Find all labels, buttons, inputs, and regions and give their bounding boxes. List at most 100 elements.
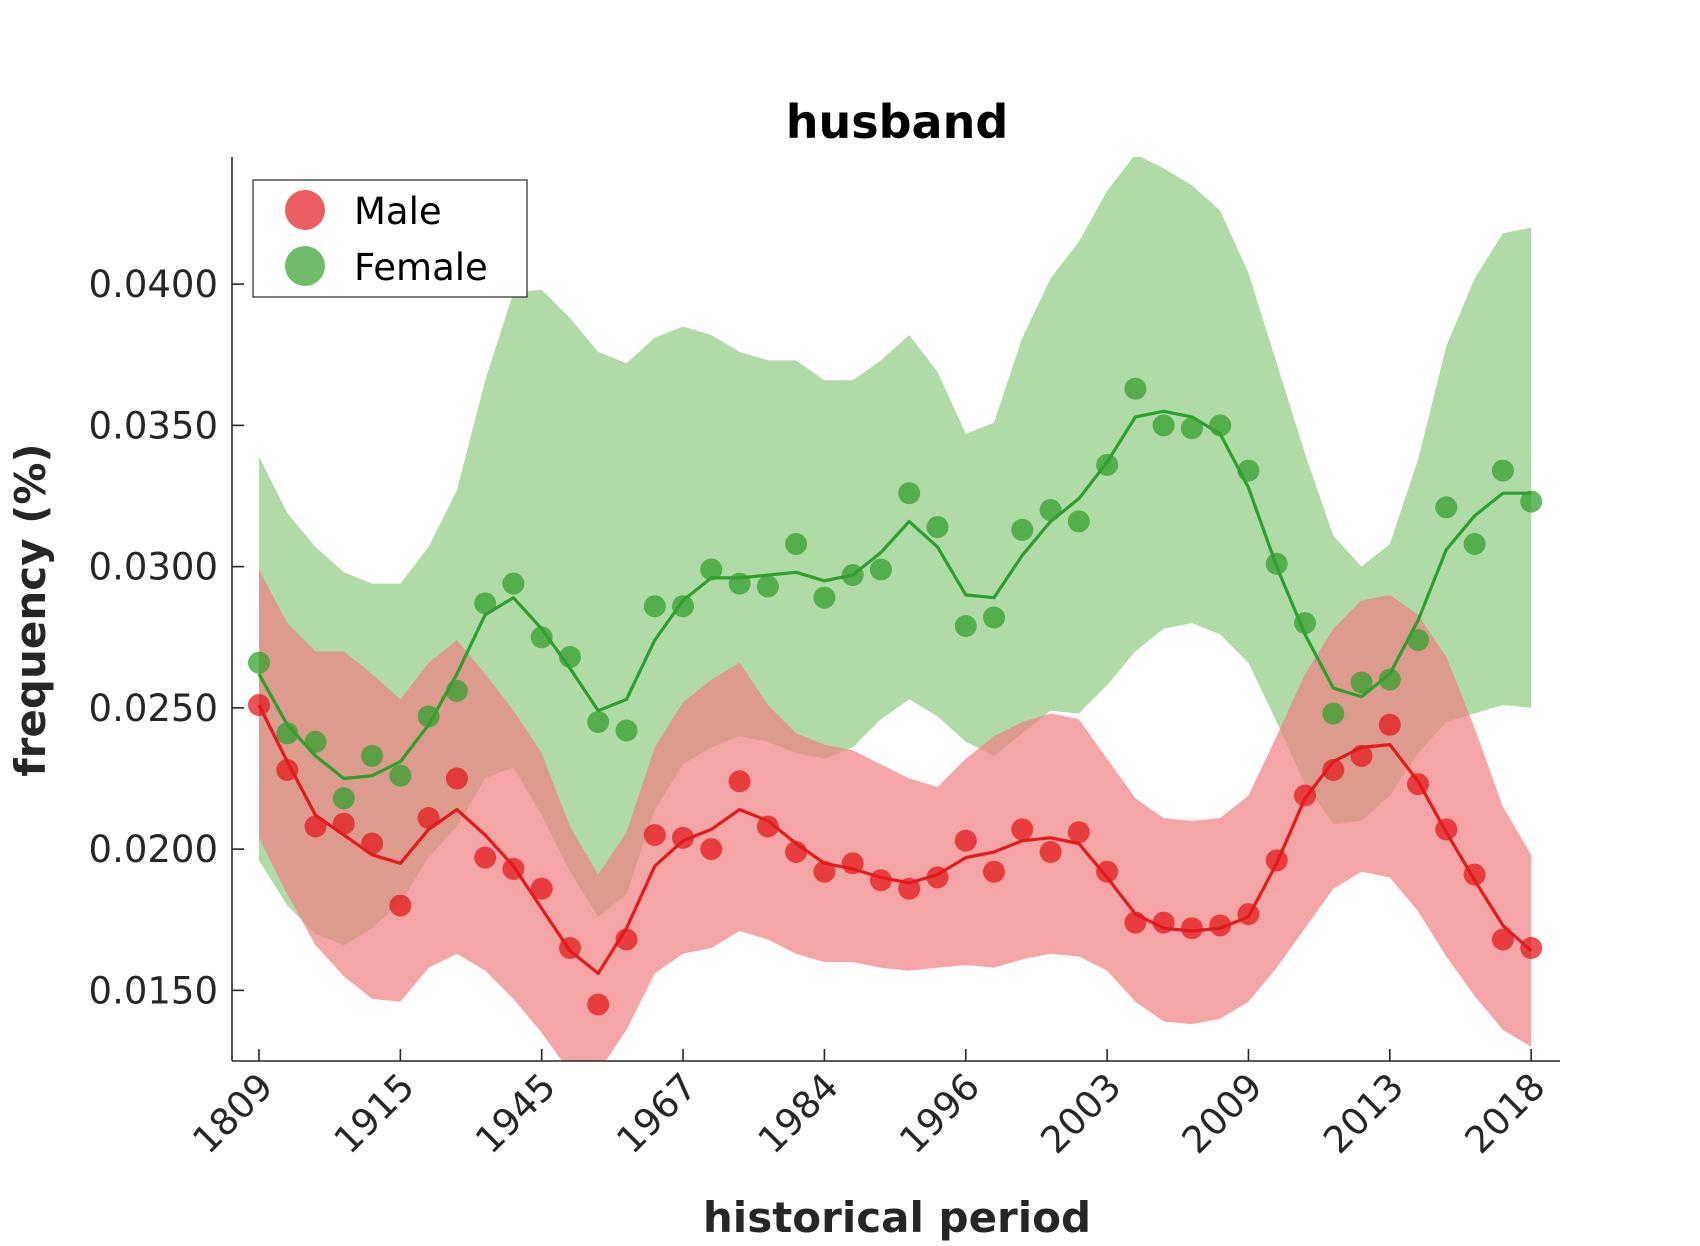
male-data-point xyxy=(756,815,779,838)
x-axis-label: historical period xyxy=(703,1193,1091,1242)
female-data-point xyxy=(1209,414,1232,437)
female-data-point xyxy=(1011,518,1034,541)
male-data-point xyxy=(1294,784,1316,807)
y-tick-label: 0.0250 xyxy=(89,687,218,730)
female-data-point xyxy=(898,482,921,505)
x-tick-label: 2013 xyxy=(1315,1065,1412,1162)
female-data-point xyxy=(304,730,327,753)
male-data-point xyxy=(643,824,666,846)
male-data-point xyxy=(1237,903,1260,926)
female-data-point xyxy=(700,558,723,581)
female-data-point xyxy=(1350,671,1373,694)
female-data-point xyxy=(954,615,977,637)
male-data-point xyxy=(728,770,751,793)
female-data-point xyxy=(361,744,384,767)
male-data-point xyxy=(1463,863,1486,886)
male-data-point xyxy=(1435,818,1458,841)
chart-title: husband xyxy=(786,95,1009,149)
female-data-point xyxy=(615,719,638,742)
female-data-point xyxy=(276,722,299,745)
axes xyxy=(231,157,1560,1062)
female-data-point xyxy=(474,592,497,615)
male-data-point xyxy=(1152,911,1175,934)
legend-label-male: Male xyxy=(354,190,442,233)
male-data-point xyxy=(1096,860,1119,883)
male-data-point xyxy=(1067,821,1090,844)
male-data-point xyxy=(1491,928,1514,951)
legend: Male Female xyxy=(252,179,528,298)
female-data-point xyxy=(1124,377,1147,400)
female-data-point xyxy=(389,764,412,787)
y-tick-label: 0.0400 xyxy=(89,263,218,306)
male-data-point xyxy=(1520,937,1543,959)
male-data-point xyxy=(841,852,864,875)
female-data-point xyxy=(332,787,355,810)
female-data-point xyxy=(445,679,468,702)
male-data-point xyxy=(304,815,327,838)
female-data-point xyxy=(983,606,1005,629)
female-data-point xyxy=(1039,499,1062,522)
male-data-point xyxy=(615,928,638,951)
legend-marker-male xyxy=(285,190,325,230)
female-data-point xyxy=(1265,552,1288,575)
male-data-point xyxy=(474,846,497,869)
female-data-point xyxy=(1294,612,1316,635)
female-data-point xyxy=(1520,490,1543,513)
y-axis-label: frequency (%) xyxy=(6,443,55,776)
female-data-point xyxy=(1180,417,1203,440)
male-data-point xyxy=(926,866,949,889)
male-data-point xyxy=(1378,713,1401,736)
male-data-point xyxy=(672,826,694,849)
female-data-point xyxy=(643,595,666,618)
y-tick-label: 0.0300 xyxy=(89,546,218,589)
male-data-point xyxy=(445,767,468,790)
x-ticks: 1809 1915 1945 1967 1984 1996 2003 2009 2013 2018 xyxy=(184,1049,1554,1162)
male-data-point xyxy=(1322,759,1345,781)
male-data-point xyxy=(417,807,440,829)
y-tick-label: 0.0350 xyxy=(89,404,218,447)
male-data-point xyxy=(276,759,299,781)
male-data-point xyxy=(1209,914,1232,937)
legend-marker-female xyxy=(285,246,325,286)
male-data-point xyxy=(530,877,553,900)
data-points xyxy=(248,377,1543,1016)
male-confidence-band xyxy=(259,569,1532,1061)
male-data-point xyxy=(361,832,384,855)
x-tick-label: 2009 xyxy=(1174,1065,1271,1162)
x-tick-label: 2003 xyxy=(1032,1065,1129,1162)
female-data-point xyxy=(502,572,525,595)
male-data-point xyxy=(1039,841,1062,863)
male-data-point xyxy=(332,812,355,835)
x-tick-label: 1967 xyxy=(608,1065,705,1162)
x-tick-label: 1945 xyxy=(467,1065,564,1162)
x-tick-label: 2018 xyxy=(1457,1065,1554,1162)
male-data-point xyxy=(1265,849,1288,872)
y-ticks: 0.0150 0.0200 0.0250 0.0300 0.0350 0.0400 xyxy=(89,263,244,1012)
female-data-point xyxy=(1407,629,1430,652)
male-data-point xyxy=(559,937,581,959)
female-data-point xyxy=(672,595,694,618)
female-data-point xyxy=(728,572,751,595)
female-data-point xyxy=(926,516,949,539)
male-data-point xyxy=(954,829,977,852)
male-smoothed-line xyxy=(257,704,1533,976)
female-data-point xyxy=(530,626,553,649)
male-data-point xyxy=(813,860,836,883)
male-data-point xyxy=(248,694,270,716)
female-data-point xyxy=(559,646,581,668)
male-data-point xyxy=(785,841,808,863)
male-data-point xyxy=(898,877,921,900)
female-data-point xyxy=(813,586,836,609)
x-tick-label: 1984 xyxy=(750,1065,847,1162)
female-data-point xyxy=(1096,453,1119,476)
female-data-point xyxy=(1237,459,1260,482)
female-data-point xyxy=(1152,414,1175,437)
male-data-point xyxy=(1407,773,1430,796)
male-data-point xyxy=(983,860,1005,883)
female-data-point xyxy=(1463,533,1486,555)
female-data-point xyxy=(1435,496,1458,519)
x-tick-label: 1996 xyxy=(891,1065,988,1162)
male-data-point xyxy=(389,894,412,917)
female-data-point xyxy=(1491,459,1514,482)
